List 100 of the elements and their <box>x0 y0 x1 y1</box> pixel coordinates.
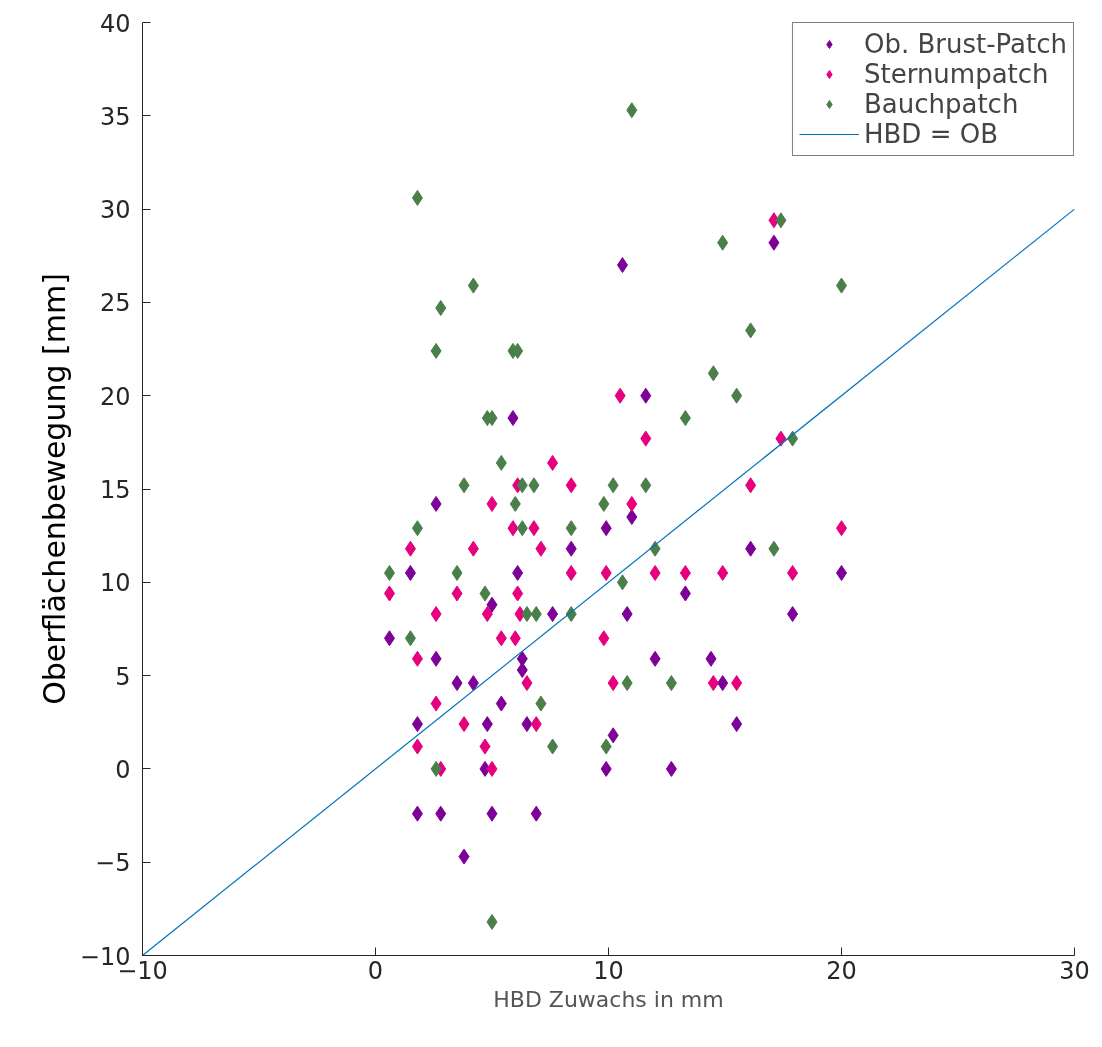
point <box>467 675 479 692</box>
y-tick-label: 0 <box>115 755 131 784</box>
x-tick-label: 30 <box>1059 956 1090 985</box>
y-tick-label: 20 <box>99 382 131 411</box>
point <box>383 585 395 602</box>
point <box>430 650 442 667</box>
point <box>775 430 787 447</box>
point <box>411 738 423 755</box>
point <box>404 540 416 557</box>
point <box>530 716 542 733</box>
point <box>516 477 528 494</box>
point <box>435 805 447 822</box>
point <box>775 212 787 229</box>
point <box>598 630 610 647</box>
point <box>640 430 652 447</box>
point <box>530 805 542 822</box>
point <box>509 495 521 512</box>
point <box>600 520 612 537</box>
point <box>607 477 619 494</box>
point <box>607 727 619 744</box>
point <box>547 738 559 755</box>
y-axis-title: Oberflächenbewegung [mm] <box>36 273 72 705</box>
point <box>530 606 542 623</box>
legend-label: HBD = OB <box>863 119 998 149</box>
point <box>640 477 652 494</box>
point <box>507 410 519 427</box>
y-tick-label: 5 <box>115 662 131 691</box>
legend-label: Sternumpatch <box>863 59 1049 89</box>
y-tick-label: 10 <box>99 569 131 598</box>
point <box>486 805 498 822</box>
point <box>467 540 479 557</box>
point <box>621 675 633 692</box>
point <box>383 564 395 581</box>
y-tick-label: 30 <box>99 196 131 225</box>
point <box>607 675 619 692</box>
point <box>521 606 533 623</box>
point <box>768 234 780 251</box>
point <box>451 585 463 602</box>
point <box>745 322 757 339</box>
point <box>430 606 442 623</box>
point <box>649 650 661 667</box>
point <box>451 564 463 581</box>
point <box>495 630 507 647</box>
point <box>600 564 612 581</box>
point <box>565 477 577 494</box>
point <box>479 738 491 755</box>
point <box>787 606 799 623</box>
point <box>707 365 719 382</box>
point <box>535 695 547 712</box>
point <box>481 716 493 733</box>
point <box>745 477 757 494</box>
point <box>621 606 633 623</box>
point <box>435 300 447 316</box>
point <box>600 738 612 755</box>
point <box>458 477 470 494</box>
point <box>565 540 577 557</box>
point <box>430 495 442 512</box>
y-tick-label: 35 <box>99 102 131 131</box>
point <box>486 495 498 512</box>
point <box>516 520 528 537</box>
point <box>614 387 626 404</box>
point <box>516 662 528 678</box>
y-tick-label: 40 <box>99 9 131 38</box>
point <box>717 675 729 692</box>
point <box>528 520 540 537</box>
point <box>479 585 491 602</box>
point <box>411 716 423 733</box>
point <box>430 342 442 359</box>
point <box>404 564 416 581</box>
point <box>481 606 493 623</box>
point <box>626 102 638 119</box>
point <box>707 675 719 692</box>
point <box>509 630 521 647</box>
point <box>616 257 628 274</box>
point <box>731 675 743 692</box>
y-tick-label: −5 <box>95 849 131 878</box>
point <box>411 650 423 667</box>
point <box>665 675 677 692</box>
x-tick-label: 20 <box>826 956 857 985</box>
point <box>528 477 540 494</box>
point <box>600 760 612 777</box>
y-tick-label: 25 <box>99 289 131 318</box>
point <box>547 606 559 623</box>
x-tick-label: 10 <box>593 956 624 985</box>
point <box>731 716 743 733</box>
point <box>512 564 524 581</box>
y-tick-label: 15 <box>99 476 131 504</box>
point <box>649 564 661 581</box>
point <box>404 630 416 647</box>
point <box>430 760 442 777</box>
point <box>495 695 507 712</box>
point <box>411 189 423 206</box>
point <box>507 520 519 537</box>
point <box>626 508 638 525</box>
point <box>665 760 677 777</box>
point <box>521 675 533 692</box>
point <box>731 387 743 404</box>
point <box>458 716 470 733</box>
point <box>768 540 780 557</box>
x-axis-title: HBD Zuwachs in mm <box>493 986 724 1012</box>
